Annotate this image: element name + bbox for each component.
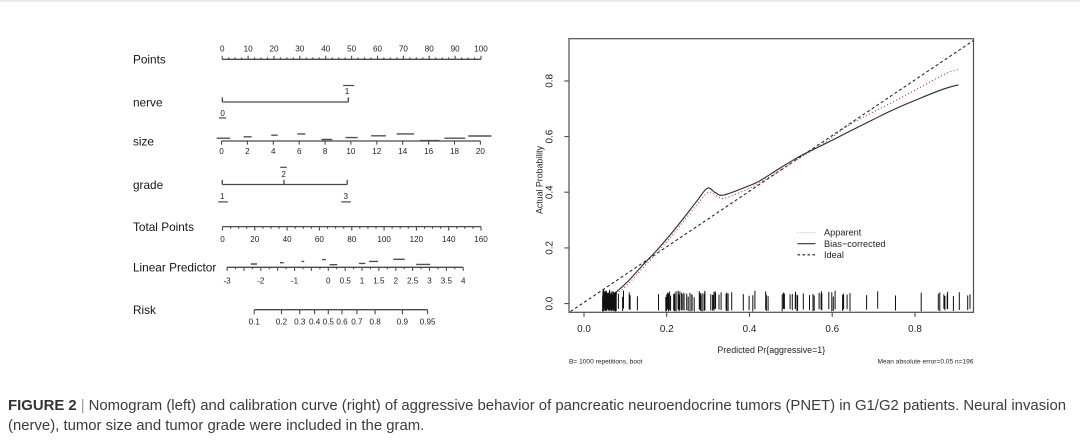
svg-text:1: 1 <box>220 192 225 201</box>
svg-text:2.5: 2.5 <box>407 277 419 286</box>
svg-text:20: 20 <box>269 44 279 53</box>
svg-text:140: 140 <box>442 235 456 244</box>
svg-text:80: 80 <box>425 44 435 53</box>
svg-text:0.3: 0.3 <box>294 317 306 326</box>
svg-text:4: 4 <box>271 147 276 156</box>
svg-text:Bias−corrected: Bias−corrected <box>824 239 886 249</box>
svg-text:0.2: 0.2 <box>544 241 555 255</box>
svg-text:Predicted Pr{aggressive=1}: Predicted Pr{aggressive=1} <box>717 345 825 355</box>
svg-text:60: 60 <box>315 235 325 244</box>
svg-text:16: 16 <box>424 147 434 156</box>
svg-text:Risk: Risk <box>133 303 156 317</box>
svg-text:10: 10 <box>346 147 356 156</box>
svg-text:14: 14 <box>398 147 408 156</box>
svg-text:6: 6 <box>297 147 302 156</box>
svg-text:0.0: 0.0 <box>577 324 591 335</box>
svg-text:8: 8 <box>323 147 328 156</box>
svg-text:50: 50 <box>347 44 357 53</box>
svg-text:Apparent: Apparent <box>824 228 862 238</box>
svg-text:1: 1 <box>345 87 350 96</box>
svg-text:120: 120 <box>410 235 424 244</box>
svg-text:2: 2 <box>394 277 399 286</box>
svg-text:2: 2 <box>281 170 286 179</box>
svg-text:0: 0 <box>326 277 331 286</box>
svg-text:nerve: nerve <box>133 95 163 109</box>
svg-text:0.5: 0.5 <box>323 317 335 326</box>
svg-text:0.9: 0.9 <box>397 317 409 326</box>
svg-text:0.7: 0.7 <box>351 317 363 326</box>
svg-text:20: 20 <box>476 147 486 156</box>
svg-text:0: 0 <box>220 235 225 244</box>
svg-text:80: 80 <box>347 235 357 244</box>
svg-text:-2: -2 <box>257 277 265 286</box>
svg-text:0.8: 0.8 <box>369 317 381 326</box>
svg-text:0.2: 0.2 <box>660 324 674 335</box>
svg-text:Linear Predictor: Linear Predictor <box>133 261 216 275</box>
svg-text:0.4: 0.4 <box>544 185 555 199</box>
svg-text:10: 10 <box>244 44 254 53</box>
svg-text:60: 60 <box>373 44 383 53</box>
svg-text:Ideal: Ideal <box>824 250 844 260</box>
svg-text:160: 160 <box>474 235 488 244</box>
svg-text:40: 40 <box>283 235 293 244</box>
svg-text:40: 40 <box>321 44 331 53</box>
svg-text:0.8: 0.8 <box>908 324 922 335</box>
svg-text:3: 3 <box>344 192 349 201</box>
svg-text:0.5: 0.5 <box>340 277 352 286</box>
svg-text:4: 4 <box>461 277 466 286</box>
svg-text:0.0: 0.0 <box>544 296 555 310</box>
svg-text:18: 18 <box>450 147 460 156</box>
svg-text:Actual Probability: Actual Probability <box>535 145 545 214</box>
svg-text:90: 90 <box>451 44 461 53</box>
svg-text:20: 20 <box>250 235 260 244</box>
svg-text:Mean absolute error=0.05 n=196: Mean absolute error=0.05 n=196 <box>877 359 973 366</box>
svg-text:grade: grade <box>133 178 164 192</box>
svg-text:3: 3 <box>427 277 432 286</box>
svg-text:1.5: 1.5 <box>373 277 385 286</box>
svg-text:Points: Points <box>133 53 166 67</box>
svg-text:0.4: 0.4 <box>743 324 757 335</box>
svg-text:1: 1 <box>360 277 365 286</box>
svg-text:100: 100 <box>377 235 391 244</box>
svg-text:0.8: 0.8 <box>544 74 555 88</box>
svg-text:-3: -3 <box>223 277 231 286</box>
svg-text:-1: -1 <box>291 277 299 286</box>
svg-text:30: 30 <box>295 44 305 53</box>
svg-text:0: 0 <box>220 109 225 118</box>
svg-text:0: 0 <box>220 44 225 53</box>
svg-text:0.2: 0.2 <box>276 317 288 326</box>
svg-text:70: 70 <box>399 44 409 53</box>
svg-text:0.95: 0.95 <box>420 317 436 326</box>
svg-text:2: 2 <box>245 147 250 156</box>
svg-text:0.6: 0.6 <box>544 129 555 143</box>
svg-text:12: 12 <box>372 147 382 156</box>
svg-text:0.6: 0.6 <box>336 317 348 326</box>
svg-text:100: 100 <box>474 44 488 53</box>
svg-text:Total Points: Total Points <box>133 220 194 234</box>
svg-text:B= 1000 repetitions, boot: B= 1000 repetitions, boot <box>569 359 643 366</box>
svg-text:0.4: 0.4 <box>309 317 321 326</box>
svg-text:0.1: 0.1 <box>249 317 261 326</box>
svg-text:0.6: 0.6 <box>825 324 839 335</box>
svg-text:size: size <box>133 134 154 148</box>
svg-text:0: 0 <box>219 147 224 156</box>
svg-text:3.5: 3.5 <box>441 277 453 286</box>
